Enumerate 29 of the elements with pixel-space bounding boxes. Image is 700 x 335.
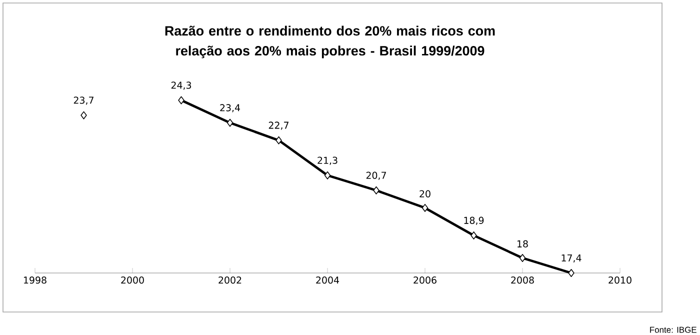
point bbox=[178, 96, 184, 104]
point bbox=[519, 254, 526, 262]
data-label: 17,4 bbox=[562, 254, 582, 262]
data-label: 22,7 bbox=[268, 122, 288, 130]
data-label: 24,3 bbox=[171, 82, 192, 90]
source-note: Fonte: IBGE bbox=[650, 326, 696, 333]
data-label: 21,3 bbox=[318, 156, 338, 165]
data-label: 18 bbox=[518, 240, 528, 248]
x-tick-label: 2010 bbox=[608, 276, 632, 284]
point bbox=[373, 186, 380, 194]
data-label: 20,7 bbox=[366, 172, 386, 180]
point bbox=[568, 269, 574, 277]
x-tick-label: 1998 bbox=[24, 276, 46, 284]
data-label: 20 bbox=[420, 190, 430, 198]
x-tick-label: 2000 bbox=[121, 276, 144, 284]
point bbox=[276, 136, 282, 144]
x-tick-label: 2006 bbox=[414, 276, 436, 284]
x-tick-label: 2008 bbox=[511, 276, 534, 284]
point bbox=[226, 118, 234, 127]
point bbox=[80, 111, 87, 120]
chart-title: Razão entre o rendimento dos 20% mais ricos com relação aos 20% mais pobres - Brasil 1999/2009 bbox=[165, 26, 495, 58]
point bbox=[422, 204, 428, 212]
data-label: 23,7 bbox=[74, 96, 94, 105]
x-tick-label: 2004 bbox=[316, 276, 340, 284]
data-label: 18,9 bbox=[464, 216, 484, 225]
point bbox=[470, 231, 477, 240]
point bbox=[324, 171, 331, 180]
x-tick-label: 2002 bbox=[218, 276, 242, 284]
data-label: 23,4 bbox=[220, 104, 240, 112]
